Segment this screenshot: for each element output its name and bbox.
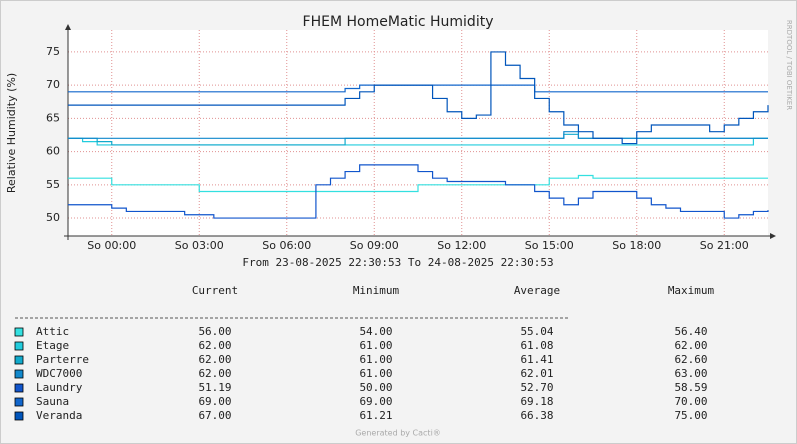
legend-value: 66.38 xyxy=(520,409,553,422)
legend-value: 56.40 xyxy=(674,325,707,338)
legend-value: 61.00 xyxy=(359,339,392,352)
legend-value: 69.00 xyxy=(198,395,231,408)
legend-label: Veranda xyxy=(36,409,82,422)
legend-swatch xyxy=(14,397,24,407)
legend-header: Maximum xyxy=(668,284,715,297)
legend-swatch xyxy=(14,341,24,351)
y-tick-label: 55 xyxy=(46,178,60,191)
y-tick-label: 50 xyxy=(46,211,60,224)
legend-swatch xyxy=(14,355,24,365)
y-tick-label: 70 xyxy=(46,78,60,91)
x-tick-label: So 15:00 xyxy=(525,239,574,252)
series-line xyxy=(68,131,768,139)
legend-swatch xyxy=(14,411,24,421)
legend-value: 52.70 xyxy=(520,381,553,394)
x-tick-label: So 21:00 xyxy=(700,239,749,252)
y-tick-label: 75 xyxy=(46,45,60,58)
x-tick-label: So 18:00 xyxy=(612,239,661,252)
legend-value: 58.59 xyxy=(674,381,707,394)
legend-value: 61.00 xyxy=(359,353,392,366)
y-axis-label: Relative Humidity (%) xyxy=(5,73,18,193)
legend-value: 61.08 xyxy=(520,339,553,352)
legend-value: 62.00 xyxy=(674,339,707,352)
legend-value: 62.00 xyxy=(198,353,231,366)
axis-arrow xyxy=(65,24,71,30)
watermark: RRDTOOL / TOBI OETIKER xyxy=(785,20,793,110)
footer: Generated by Cacti® xyxy=(355,429,441,438)
legend-value: 61.21 xyxy=(359,409,392,422)
legend-value: 70.00 xyxy=(674,395,707,408)
legend-value: 62.01 xyxy=(520,367,553,380)
legend-header: Average xyxy=(514,284,560,297)
legend-value: 67.00 xyxy=(198,409,231,422)
series-line xyxy=(68,51,769,145)
legend-label: Sauna xyxy=(36,395,69,408)
legend-label: Parterre xyxy=(36,353,89,366)
subtitle: From 23-08-2025 22:30:53 To 24-08-2025 2… xyxy=(242,256,553,269)
chart-title: FHEM HomeMatic Humidity xyxy=(303,14,494,30)
series-line xyxy=(68,164,769,219)
legend-value: 69.18 xyxy=(520,395,553,408)
x-tick-label: So 12:00 xyxy=(437,239,486,252)
legend-value: 62.00 xyxy=(198,367,231,380)
x-tick-label: So 03:00 xyxy=(175,239,224,252)
legend-swatch xyxy=(14,369,24,379)
legend-value: 55.04 xyxy=(520,325,553,338)
legend-header: Minimum xyxy=(353,284,400,297)
legend-value: 61.00 xyxy=(359,367,392,380)
legend-label: WDC7000 xyxy=(36,367,82,380)
legend-value: 63.00 xyxy=(674,367,707,380)
x-tick-label: So 09:00 xyxy=(350,239,399,252)
legend-value: 50.00 xyxy=(359,381,392,394)
legend-label: Etage xyxy=(36,339,69,352)
legend-header: Current xyxy=(192,284,238,297)
legend-value: 62.00 xyxy=(198,339,231,352)
x-tick-label: So 06:00 xyxy=(262,239,311,252)
legend-label: Attic xyxy=(36,325,69,338)
legend-value: 75.00 xyxy=(674,409,707,422)
y-tick-label: 65 xyxy=(46,111,60,124)
x-tick-label: So 00:00 xyxy=(87,239,136,252)
legend-value: 54.00 xyxy=(359,325,392,338)
series-line xyxy=(68,174,768,193)
legend-value: 69.00 xyxy=(359,395,392,408)
legend-swatch xyxy=(14,383,24,393)
legend-value: 51.19 xyxy=(198,381,231,394)
y-tick-label: 60 xyxy=(46,145,60,158)
legend-label: Laundry xyxy=(36,381,83,394)
legend-value: 62.60 xyxy=(674,353,707,366)
legend-value: 56.00 xyxy=(198,325,231,338)
axis-arrow xyxy=(770,233,776,239)
legend-value: 61.41 xyxy=(520,353,553,366)
legend-swatch xyxy=(14,327,24,337)
